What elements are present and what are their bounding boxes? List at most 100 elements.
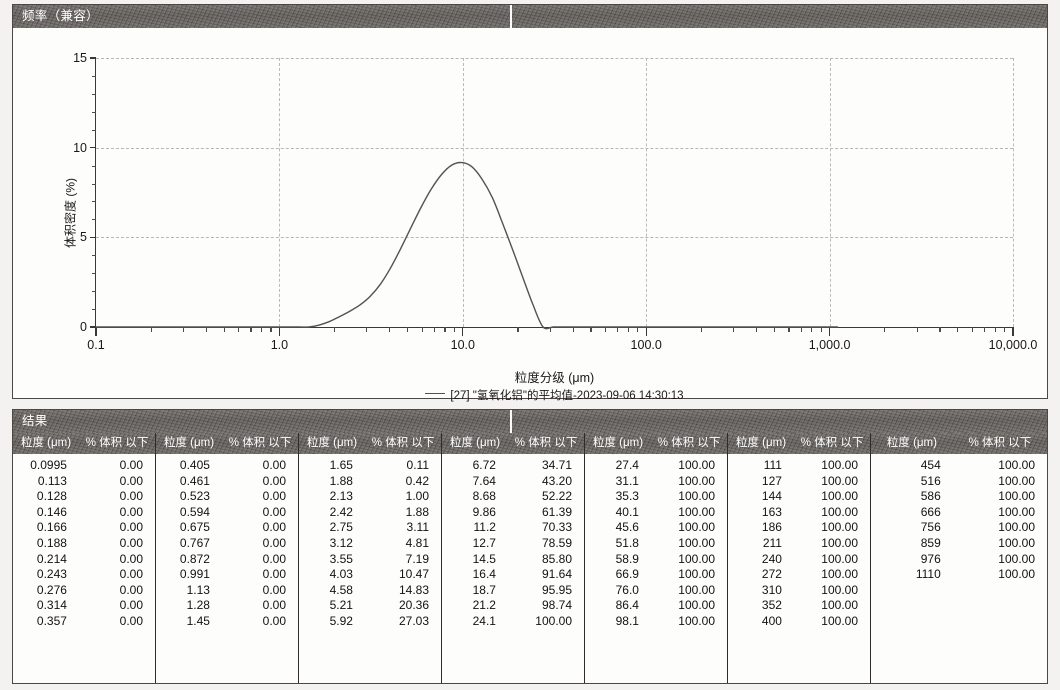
x-tick-minor bbox=[1004, 327, 1006, 332]
cell-percent-under: 100.00 bbox=[821, 535, 858, 550]
cell-particle-size: 58.9 bbox=[615, 551, 639, 566]
x-tick-minor bbox=[617, 327, 619, 332]
cell-particle-size: 0.675 bbox=[179, 520, 210, 535]
cell-percent-under: 100.00 bbox=[678, 582, 715, 597]
cell-particle-size: 21.2 bbox=[472, 598, 496, 613]
cell-percent-under: 14.83 bbox=[398, 582, 429, 597]
cell-percent-under: 100.00 bbox=[821, 551, 858, 566]
cell-particle-size: 40.1 bbox=[615, 504, 639, 519]
cell-percent-under: 0.00 bbox=[119, 504, 143, 519]
table-row: 24.1 100.00 bbox=[442, 614, 584, 630]
cell-particle-size: 0.405 bbox=[179, 458, 210, 472]
cell-percent-under: 0.00 bbox=[262, 504, 286, 519]
results-table: 粒度 (μm)% 体积 以下 0.0995 0.00 0.113 0.00 0.128 0.… bbox=[13, 433, 1047, 683]
titlebar-seam bbox=[510, 5, 512, 28]
y-tick-minor bbox=[92, 273, 96, 275]
x-tick-minor bbox=[238, 327, 240, 332]
cell-particle-size: 111 bbox=[763, 458, 782, 472]
cell-percent-under: 100.00 bbox=[821, 582, 858, 597]
cell-particle-size: 3.12 bbox=[329, 535, 353, 550]
x-tick-minor bbox=[406, 327, 409, 332]
table-row: 76.0 100.00 bbox=[585, 583, 727, 599]
table-row: 516 100.00 bbox=[871, 474, 1047, 490]
chart-legend: [27] "氢氧化铝"的平均值-2023-09-06 14:30:13 bbox=[96, 387, 1013, 403]
cell-particle-size: 1.13 bbox=[186, 582, 210, 597]
x-tick-minor bbox=[270, 327, 272, 332]
cell-particle-size: 16.4 bbox=[472, 567, 496, 582]
cell-particle-size: 18.7 bbox=[472, 582, 496, 597]
cell-percent-under: 3.11 bbox=[406, 520, 429, 535]
x-tick bbox=[278, 327, 280, 336]
x-tick bbox=[95, 327, 97, 336]
cell-percent-under: 100.00 bbox=[998, 535, 1035, 550]
cell-particle-size: 2.75 bbox=[329, 520, 353, 535]
table-row: 1.88 0.42 bbox=[299, 474, 441, 490]
cell-particle-size: 0.146 bbox=[36, 504, 67, 519]
table-row: 1110 100.00 bbox=[871, 567, 1047, 583]
table-row: 35.3 100.00 bbox=[585, 489, 727, 505]
x-tick-minor bbox=[444, 327, 446, 332]
table-row: 666 100.00 bbox=[871, 505, 1047, 521]
cell-particle-size: 51.8 bbox=[615, 535, 639, 550]
cell-percent-under: 10.47 bbox=[398, 567, 429, 582]
table-row: 0.405 0.00 bbox=[156, 458, 298, 474]
gridline-horizontal bbox=[96, 237, 1013, 239]
y-tick-minor bbox=[92, 183, 96, 185]
x-tick-minor bbox=[261, 327, 263, 332]
table-row: 5.92 27.03 bbox=[299, 614, 441, 630]
cell-particle-size: 454 bbox=[920, 458, 941, 472]
cell-particle-size: 7.64 bbox=[472, 473, 496, 488]
cell-percent-under: 0.00 bbox=[262, 489, 286, 504]
x-tick-label: 10,000.0 bbox=[988, 338, 1038, 352]
table-row: 586 100.00 bbox=[871, 489, 1047, 505]
x-tick bbox=[1012, 327, 1014, 336]
table-row: 11.2 70.33 bbox=[442, 520, 584, 536]
cell-percent-under: 20.36 bbox=[398, 598, 429, 613]
cell-percent-under: 100.00 bbox=[678, 473, 715, 488]
gridline-vertical bbox=[1013, 58, 1014, 327]
cell-percent-under: 0.00 bbox=[119, 598, 143, 613]
cell-percent-under: 100.00 bbox=[678, 520, 715, 535]
table-row: 0.357 0.00 bbox=[13, 614, 155, 630]
y-tick-minor bbox=[92, 75, 96, 77]
cell-percent-under: 0.00 bbox=[119, 582, 143, 597]
results-rows: 0.0995 0.00 0.113 0.00 0.128 0.00 0.146 0.00 0.1… bbox=[13, 454, 155, 630]
cell-percent-under: 0.00 bbox=[262, 535, 286, 550]
x-tick-minor bbox=[811, 327, 813, 332]
table-row: 2.42 1.88 bbox=[299, 505, 441, 521]
table-row: 127 100.00 bbox=[728, 474, 870, 490]
cell-particle-size: 0.357 bbox=[36, 613, 67, 628]
table-row: 7.64 43.20 bbox=[442, 474, 584, 490]
table-row: 6.72 34.71 bbox=[442, 458, 584, 474]
table-row: 16.4 91.64 bbox=[442, 567, 584, 583]
table-row: 31.1 100.00 bbox=[585, 474, 727, 490]
y-tick-minor bbox=[92, 291, 96, 293]
cell-percent-under: 100.00 bbox=[821, 458, 858, 472]
header-particle-size: 粒度 (μm) bbox=[449, 437, 501, 449]
cell-percent-under: 1.00 bbox=[405, 489, 429, 504]
header-percent-under: % 体积 以下 bbox=[85, 437, 149, 449]
cell-particle-size: 976 bbox=[920, 551, 941, 566]
cell-particle-size: 0.523 bbox=[179, 489, 210, 504]
x-tick-minor bbox=[957, 327, 959, 332]
results-column-header: 粒度 (μm) % 体积 以下 bbox=[299, 433, 441, 454]
cell-particle-size: 5.21 bbox=[329, 598, 353, 613]
cell-percent-under: 100.00 bbox=[821, 567, 858, 582]
x-tick-minor bbox=[205, 327, 207, 332]
x-tick-label: 10.0 bbox=[450, 338, 475, 352]
cell-particle-size: 211 bbox=[762, 535, 782, 550]
x-tick-minor bbox=[627, 327, 629, 332]
table-row: 0.214 0.00 bbox=[13, 552, 155, 568]
table-row: 14.5 85.80 bbox=[442, 552, 584, 568]
cell-percent-under: 0.00 bbox=[262, 473, 286, 488]
cell-percent-under: 1.88 bbox=[405, 504, 429, 519]
cell-percent-under: 100.00 bbox=[998, 489, 1035, 504]
cell-percent-under: 0.00 bbox=[119, 520, 143, 535]
results-rows: 0.405 0.00 0.461 0.00 0.523 0.00 0.594 0.00 0.67… bbox=[156, 454, 298, 630]
y-tick bbox=[90, 236, 96, 238]
results-rows: 27.4 100.00 31.1 100.00 35.3 100.00 40.1 100.00… bbox=[585, 454, 727, 630]
cell-particle-size: 4.58 bbox=[329, 582, 353, 597]
x-tick-minor bbox=[549, 327, 551, 332]
x-tick-label: 100.0 bbox=[630, 338, 662, 352]
header-particle-size: 粒度 (μm) bbox=[886, 437, 937, 449]
